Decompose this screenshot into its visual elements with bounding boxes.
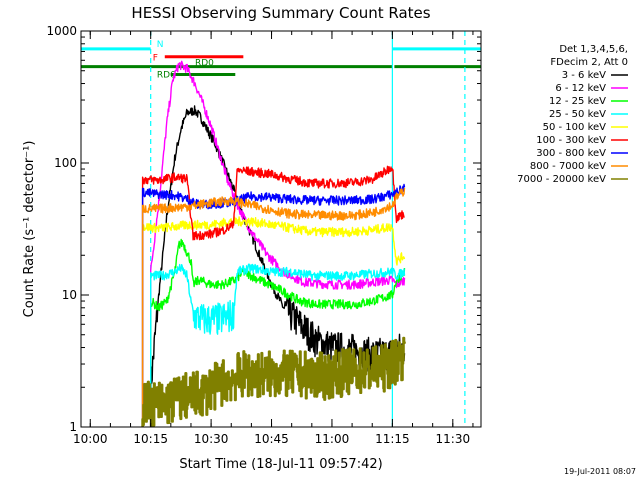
series-line-7	[141, 183, 406, 427]
x-axis-label: Start Time (18-Jul-11 09:57:42)	[179, 457, 382, 472]
y-tick-label: 1	[69, 420, 77, 434]
series-line-5	[141, 216, 406, 427]
axes: 10:00 10:15 10:30 10:45 11:00 11:15 11:30 1 10 10…	[46, 24, 481, 446]
y-tick-label: 100	[54, 156, 77, 170]
legend-label: 25 - 50 keV	[549, 109, 606, 120]
y-tick-label: 10	[62, 288, 77, 302]
series-line-4	[150, 263, 406, 427]
series-line-8	[141, 187, 406, 427]
flag-label: N	[157, 40, 164, 50]
x-tick-label: 11:00	[315, 432, 350, 446]
legend-header: FDecim 2, Att 0	[550, 57, 628, 68]
chart-title: HESSI Observing Summary Count Rates	[131, 4, 430, 22]
legend-label: 12 - 25 keV	[549, 96, 606, 107]
y-axis-label: Count Rate (s⁻¹ detector⁻¹)	[22, 141, 37, 318]
series-line-1	[150, 105, 406, 427]
x-tick-label: 10:15	[133, 432, 168, 446]
footer-timestamp: 19-Jul-2011 08:07	[564, 467, 636, 476]
series-lines	[141, 60, 406, 428]
plot-frame	[80, 30, 482, 428]
x-tick-label: 10:30	[194, 432, 229, 446]
flag-label: F	[153, 54, 158, 64]
legend-label: 6 - 12 keV	[555, 83, 606, 94]
series-line-3	[150, 238, 406, 427]
y-tick-label: 1000	[46, 24, 77, 38]
flag-label: RD6	[157, 71, 176, 81]
x-tick-label: 11:15	[375, 432, 410, 446]
legend-label: 800 - 7000 keV	[530, 161, 606, 172]
observing-flags: NF RD0 RD6	[81, 40, 481, 81]
x-tick-label: 11:30	[436, 432, 471, 446]
flag-label: RD0	[195, 59, 214, 69]
series-line-9	[141, 336, 406, 428]
x-tick-label: 10:45	[254, 432, 289, 446]
legend-header: Det 1,3,4,5,6,	[559, 44, 628, 55]
legend-label: 7000 - 20000 keV	[517, 174, 606, 185]
legend: Det 1,3,4,5,6, FDecim 2, Att 0 3 - 6 keV 6 …	[517, 44, 628, 185]
series-line-6	[141, 165, 405, 427]
legend-label: 3 - 6 keV	[562, 70, 606, 81]
series-line-2	[150, 60, 406, 427]
legend-label: 50 - 100 keV	[543, 122, 607, 133]
x-tick-label: 10:00	[73, 432, 108, 446]
legend-label: 100 - 300 keV	[536, 135, 606, 146]
legend-label: 300 - 800 keV	[536, 148, 606, 159]
